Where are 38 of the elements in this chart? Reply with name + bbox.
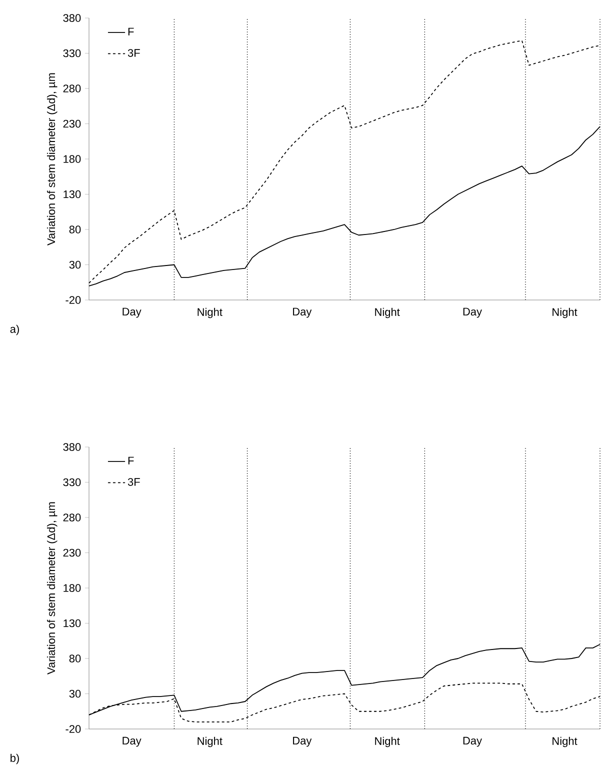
y-tick-label: 130: [64, 190, 81, 198]
x-tick-label: Day: [293, 308, 312, 318]
legend-label: F: [128, 28, 134, 36]
y-tick-label: -20: [66, 296, 81, 304]
x-tick-label: Night: [198, 308, 222, 318]
x-tick-label: Day: [122, 736, 142, 747]
y-tick-label: 380: [63, 14, 81, 22]
x-tick-label: Day: [122, 308, 142, 318]
legend-label: 3F: [128, 49, 140, 57]
y-tick-label: 30: [69, 260, 81, 269]
y-tick-label: 30: [69, 690, 81, 698]
y-tick-label: 230: [63, 548, 81, 557]
text: b): [10, 754, 19, 764]
y-tick-label: 180: [64, 155, 81, 163]
x-tick-label: Night: [552, 736, 578, 748]
legend-label: F: [128, 456, 134, 464]
y-axis-title: Variation of stem diameter (Δd), µm: [47, 502, 58, 674]
y-tick-label: 330: [63, 49, 81, 58]
y-tick-label: 280: [63, 84, 81, 92]
y-tick-label: 80: [69, 226, 81, 234]
x-tick-label: Day: [463, 736, 482, 747]
x-tick-label: Night: [552, 308, 578, 318]
y-tick-label: 130: [64, 619, 81, 628]
y-tick-label: -20: [66, 725, 81, 733]
y-tick-label: 230: [63, 120, 81, 128]
x-tick-label: Night: [198, 736, 222, 748]
x-tick-label: Night: [375, 308, 400, 318]
x-tick-label: Night: [375, 736, 400, 748]
y-axis-title: Variation of stem diameter (Δd), µm: [47, 73, 58, 246]
x-tick-label: Day: [463, 308, 482, 318]
y-tick-label: 180: [64, 584, 81, 592]
x-tick-label: Day: [293, 736, 312, 747]
y-tick-label: 330: [63, 478, 81, 486]
y-tick-label: 80: [69, 654, 81, 662]
y-tick-label: 380: [63, 443, 81, 451]
legend-label: 3F: [128, 478, 140, 486]
y-tick-label: 280: [63, 514, 81, 522]
text: a): [10, 324, 19, 336]
